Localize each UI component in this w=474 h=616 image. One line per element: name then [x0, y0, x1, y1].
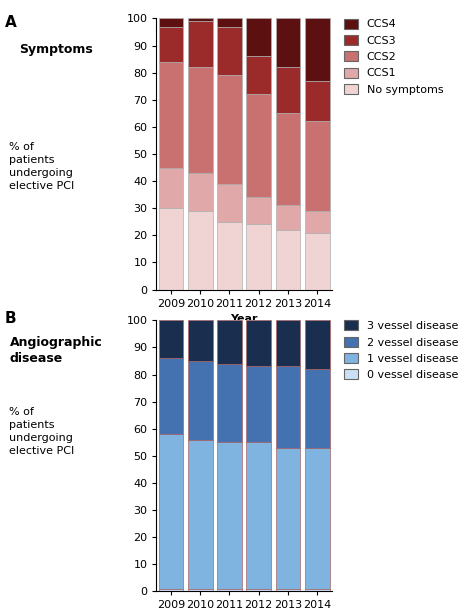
- Bar: [305, 448, 329, 589]
- Bar: [159, 589, 183, 591]
- Bar: [246, 589, 271, 591]
- Bar: [159, 208, 183, 290]
- Bar: [275, 18, 301, 67]
- Bar: [159, 26, 183, 62]
- Bar: [188, 21, 213, 67]
- Text: Angiographic
disease: Angiographic disease: [9, 336, 102, 365]
- Bar: [188, 440, 213, 589]
- Bar: [246, 224, 271, 290]
- Bar: [246, 442, 271, 589]
- Bar: [305, 369, 329, 448]
- Bar: [217, 184, 242, 222]
- Text: % of
patients
undergoing
elective PCI: % of patients undergoing elective PCI: [9, 407, 75, 456]
- Bar: [246, 18, 271, 57]
- Bar: [188, 18, 213, 21]
- Bar: [217, 320, 242, 363]
- Bar: [159, 18, 183, 26]
- Bar: [305, 18, 329, 81]
- Bar: [246, 57, 271, 94]
- Bar: [305, 121, 329, 211]
- Text: Symptoms: Symptoms: [19, 43, 93, 56]
- Bar: [305, 233, 329, 290]
- Bar: [188, 589, 213, 591]
- Bar: [305, 320, 329, 369]
- Bar: [159, 62, 183, 168]
- Bar: [217, 589, 242, 591]
- Bar: [217, 363, 242, 442]
- Bar: [275, 367, 301, 448]
- Bar: [188, 211, 213, 290]
- Bar: [275, 206, 301, 230]
- X-axis label: Year: Year: [230, 314, 258, 324]
- Bar: [159, 359, 183, 434]
- Bar: [188, 320, 213, 361]
- Bar: [246, 94, 271, 197]
- Bar: [188, 361, 213, 440]
- Bar: [246, 320, 271, 367]
- Bar: [275, 448, 301, 589]
- Bar: [246, 367, 271, 442]
- Bar: [217, 26, 242, 75]
- Text: B: B: [5, 311, 17, 326]
- Bar: [217, 442, 242, 589]
- Bar: [275, 589, 301, 591]
- Bar: [217, 18, 242, 26]
- Legend: 3 vessel disease, 2 vessel disease, 1 vessel disease, 0 vessel disease: 3 vessel disease, 2 vessel disease, 1 ve…: [345, 320, 458, 380]
- Bar: [275, 230, 301, 290]
- Bar: [188, 173, 213, 211]
- Bar: [188, 67, 213, 173]
- Bar: [275, 320, 301, 367]
- Bar: [217, 222, 242, 290]
- Bar: [159, 168, 183, 208]
- Legend: CCS4, CCS3, CCS2, CCS1, No symptoms: CCS4, CCS3, CCS2, CCS1, No symptoms: [345, 18, 443, 95]
- Bar: [217, 75, 242, 184]
- Bar: [305, 81, 329, 121]
- Bar: [305, 589, 329, 591]
- Bar: [275, 67, 301, 113]
- Bar: [275, 113, 301, 206]
- Bar: [246, 197, 271, 224]
- Bar: [159, 320, 183, 359]
- Bar: [159, 434, 183, 589]
- Bar: [305, 211, 329, 233]
- Text: A: A: [5, 15, 17, 30]
- Text: % of
patients
undergoing
elective PCI: % of patients undergoing elective PCI: [9, 142, 75, 192]
